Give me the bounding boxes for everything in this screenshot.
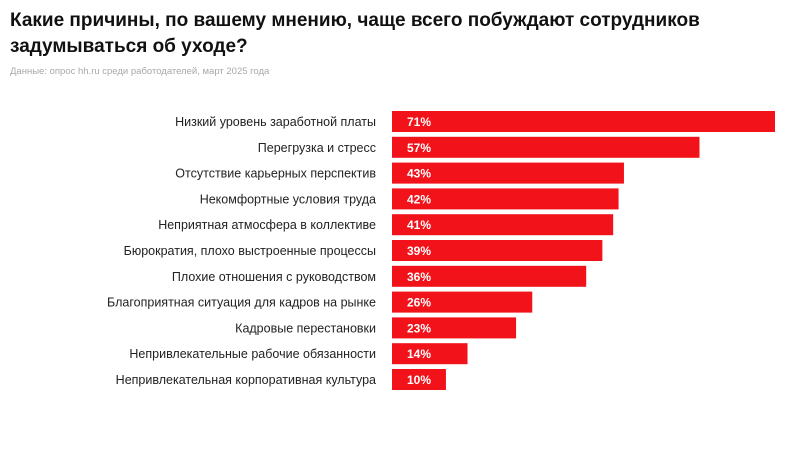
category-label: Непривлекательные рабочие обязанности [129,347,376,361]
bar-value-label: 43% [407,167,431,181]
bar [392,111,775,132]
chart-subtitle: Данные: опрос hh.ru среди работодателей,… [10,66,270,77]
category-label: Бюрократия, плохо выстроенные процессы [124,244,376,258]
category-label: Некомфортные условия труда [200,192,376,206]
bar-value-label: 42% [407,192,431,206]
bar-value-label: 10% [407,373,431,387]
bar [392,317,517,339]
bars-group: Низкий уровень заработной платы 71% Перегр… [107,111,775,390]
chart-title: Какие причины, по вашему мнению, чаще вс… [10,10,700,57]
bar-value-label: 26% [407,296,431,310]
bar [392,240,603,261]
bar-value-label: 36% [407,270,431,284]
category-label: Плохие отношения с руководством [172,270,376,284]
category-label: Перегрузка и стресс [258,141,376,155]
bar [392,136,700,158]
bar [392,214,614,236]
category-label: Непривлекательная корпоративная культура [116,373,376,387]
bar-value-label: 39% [407,244,431,258]
category-label: Неприятная атмосфера в коллективе [158,218,376,232]
bar [392,343,468,365]
bar [392,265,587,287]
bar [392,188,619,210]
category-label: Низкий уровень заработной платы [175,115,376,129]
category-label: Благоприятная ситуация для кадров на рын… [107,296,376,310]
category-label: Отсутствие карьерных перспектив [175,167,376,181]
bar-value-label: 14% [407,347,431,361]
bar [392,291,533,313]
bar-value-label: 23% [407,321,431,335]
category-label: Кадровые перестановки [235,321,376,335]
bar [392,369,446,390]
bar [392,162,624,184]
bar-value-label: 71% [407,115,431,129]
bar-value-label: 41% [407,218,431,232]
bar-value-label: 57% [407,141,431,155]
